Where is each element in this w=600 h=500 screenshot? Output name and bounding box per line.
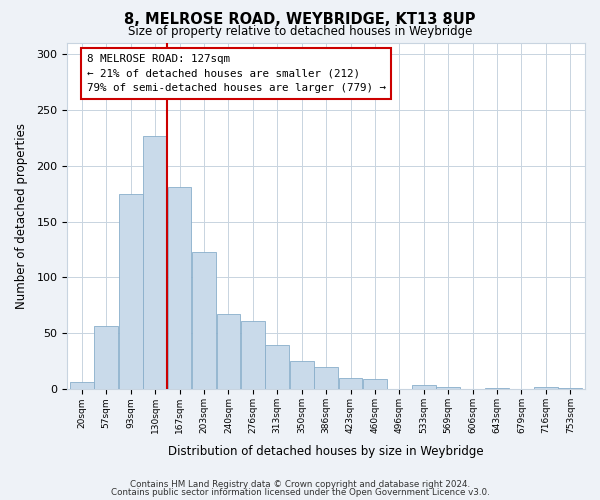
Text: 8, MELROSE ROAD, WEYBRIDGE, KT13 8UP: 8, MELROSE ROAD, WEYBRIDGE, KT13 8UP [124,12,476,28]
Bar [192,252,216,390]
Bar [412,385,436,390]
Bar [241,321,265,390]
Bar [338,378,362,390]
Bar [485,388,509,390]
Y-axis label: Number of detached properties: Number of detached properties [15,123,28,309]
Bar [70,382,94,390]
Bar [559,388,582,390]
Bar [436,387,460,390]
Bar [363,380,387,390]
Bar [167,187,191,390]
Bar [217,314,240,390]
Text: Contains HM Land Registry data © Crown copyright and database right 2024.: Contains HM Land Registry data © Crown c… [130,480,470,489]
Bar [143,136,167,390]
Text: Size of property relative to detached houses in Weybridge: Size of property relative to detached ho… [128,25,472,38]
Text: Contains public sector information licensed under the Open Government Licence v3: Contains public sector information licen… [110,488,490,497]
Bar [314,367,338,390]
Bar [119,194,143,390]
Bar [290,362,314,390]
X-axis label: Distribution of detached houses by size in Weybridge: Distribution of detached houses by size … [168,444,484,458]
Bar [534,387,558,390]
Text: 8 MELROSE ROAD: 127sqm
← 21% of detached houses are smaller (212)
79% of semi-de: 8 MELROSE ROAD: 127sqm ← 21% of detached… [87,54,386,94]
Bar [265,344,289,390]
Bar [94,326,118,390]
